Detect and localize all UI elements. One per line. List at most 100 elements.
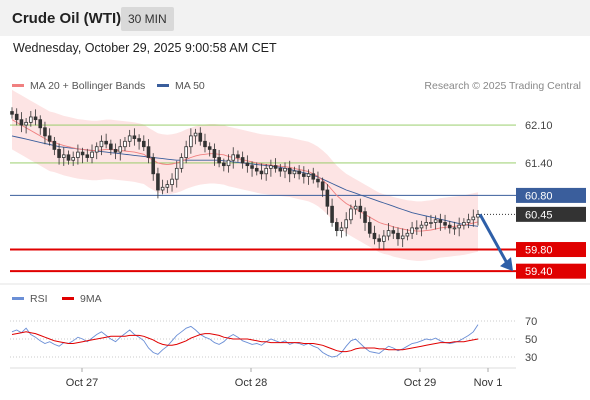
candle-body [320,181,325,191]
candle-body [372,232,377,240]
candle-body [462,222,466,226]
candle-body [415,227,419,230]
candle-body [452,227,457,230]
candle-body [287,167,292,175]
candle-body [217,157,221,164]
candle-body [254,167,259,172]
candle-body [80,151,85,156]
level-label-box [516,242,586,258]
candle-body [29,116,33,123]
candle-body [193,132,198,137]
candle-body [85,154,90,158]
candle-body [231,154,236,161]
candle-body [419,224,424,229]
bollinger-legend: MA 20 + Bollinger Bands [12,80,145,92]
rsi-level-label: 50 [525,334,537,346]
x-axis: Oct 27 Oct 28 Oct 29 Nov 1 [10,367,516,389]
timeframe-button[interactable]: 30 MIN [121,7,174,31]
candle-body [433,219,438,223]
candle-body [410,227,414,234]
candle-body [292,170,297,175]
candle-body [334,222,339,231]
candle-body [57,149,61,158]
candle-body [330,205,334,223]
candle-body [184,146,188,158]
bollinger-legend-label: MA 20 + Bollinger Bands [30,80,146,92]
candle-body [104,140,108,145]
ma50-swatch [157,83,169,87]
candle-body [396,232,400,240]
rsi-legend-label: RSI [30,293,48,305]
candle-body [400,235,405,240]
rsi-ma-legend: 9MA [62,293,102,305]
candle-body [160,186,165,191]
candle-body [236,154,240,158]
candle-body [33,116,38,121]
candle-body [240,157,245,164]
research-credit: Research © 2025 Trading Central [424,80,581,92]
forecast-arrow-head [500,257,513,272]
candle-body [259,170,264,175]
candle-body [264,167,268,175]
candle-body [52,140,57,150]
bollinger-swatch [12,83,24,87]
rsi-line [11,324,479,358]
candle-body [76,151,80,158]
candle-body [222,162,226,167]
candle-body [471,216,476,221]
chart-header [0,0,590,36]
candle-body [269,165,273,169]
level-label: 62.10 [525,120,553,132]
forecast-arrow-shaft [478,213,509,264]
candle-body [123,140,127,148]
candle-body [61,154,66,158]
rsi-swatch [12,296,24,300]
candle-body [325,189,330,207]
candle-body [113,149,118,153]
x-tick-label: Oct 29 [404,377,436,389]
level-label: 59.40 [525,266,553,278]
level-label: 61.40 [525,158,553,170]
x-tick-label: Oct 27 [66,377,98,389]
candle-body [10,111,14,115]
candle-body [132,135,137,139]
ma50-legend: MA 50 [157,80,205,92]
candle-body [306,173,311,177]
candle-body [71,157,75,161]
candle-body [405,232,410,237]
candle-body [47,135,52,142]
rsi-level-label: 30 [525,352,537,364]
candle-body [189,135,193,148]
candle-body [429,222,433,224]
rsi-ma-legend-label: 9MA [80,293,102,305]
candle-body [170,178,174,185]
candle-body [438,219,443,223]
candle-body [203,140,207,148]
level-label: 59.80 [525,245,553,257]
rsi-legend: RSI [12,293,48,305]
candle-body [363,211,367,223]
candle-body [353,205,358,210]
candle-body [311,173,316,180]
level-label: 60.80 [525,190,553,202]
candle-body [99,140,104,148]
candle-body [316,178,320,183]
x-tick-label: Nov 1 [474,377,503,389]
candle-body [207,146,212,150]
candle-body [358,205,363,213]
main-panel: 62.10 61.40 60.80 59.80 59.40 60.45 [0,89,590,285]
ma50-legend-label: MA 50 [175,80,205,92]
candle-body [156,173,160,191]
candle-body [447,224,452,229]
candle-body [127,135,132,142]
candle-body [302,173,306,177]
candle-body [109,143,113,150]
candle-body [198,132,203,142]
candle-body [94,146,99,153]
candle-body [250,165,254,169]
candle-body [212,149,217,158]
current-price-label: 60.45 [525,209,553,221]
candle-body [349,208,353,221]
level-label-box [516,263,586,279]
